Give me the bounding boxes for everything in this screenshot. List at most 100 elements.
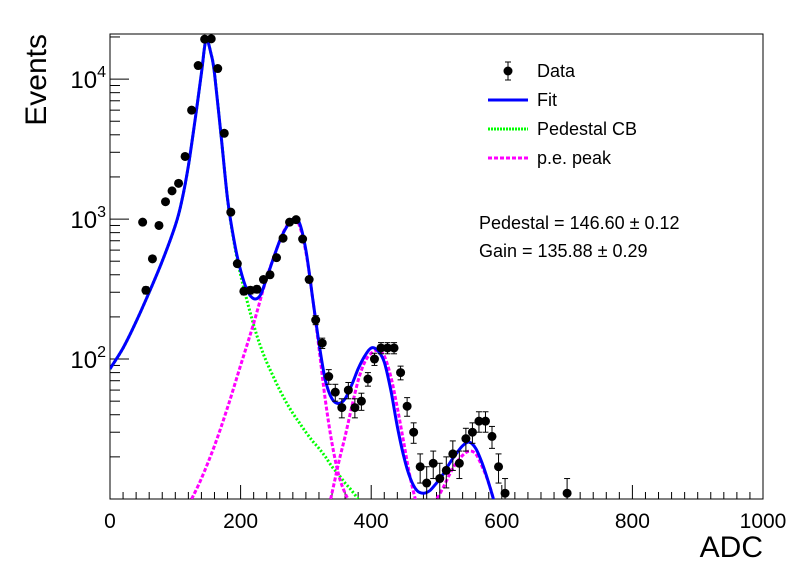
data-point — [350, 398, 360, 419]
data-point — [278, 233, 288, 243]
legend-entry-pe-peak: p.e. peak — [488, 148, 612, 168]
legend: Data Fit Pedestal CB p.e. peak — [488, 61, 637, 168]
data-point-marker — [138, 217, 148, 227]
annotation-pedestal: Pedestal = 146.60 ± 0.12 — [479, 213, 680, 233]
data-point-marker — [461, 434, 471, 444]
data-point-marker — [337, 403, 347, 413]
data-point — [317, 337, 327, 349]
data-point — [232, 259, 242, 269]
data-point — [219, 128, 229, 138]
data-point-marker — [154, 220, 164, 230]
data-point-marker — [206, 34, 216, 44]
data-point — [291, 215, 301, 225]
data-point — [213, 64, 223, 74]
data-point — [369, 352, 379, 366]
data-point-marker — [474, 416, 484, 426]
data-point — [147, 254, 157, 264]
data-point — [141, 285, 151, 295]
x-tick-label: 0 — [104, 510, 116, 533]
data-point — [376, 342, 386, 355]
data-point-marker — [494, 462, 504, 472]
data-point — [415, 453, 425, 484]
curve-p-e-peak-2 — [329, 348, 417, 499]
x-tick-label: 200 — [223, 510, 258, 533]
curve-pedestal-cb — [110, 38, 360, 499]
curve-fit — [110, 38, 495, 499]
data-point — [448, 440, 458, 471]
data-point — [494, 453, 504, 484]
data-point — [258, 275, 268, 285]
data-point-marker — [324, 372, 334, 382]
plot-frame — [109, 33, 764, 500]
data-point — [363, 372, 373, 387]
data-point-marker — [272, 253, 282, 263]
data-point — [324, 369, 334, 385]
data-point — [474, 411, 484, 433]
data-point-marker — [167, 186, 177, 196]
data-point-marker — [435, 474, 445, 484]
data-point-marker — [219, 128, 229, 138]
y-tick-label: 103 — [70, 204, 106, 234]
data-point-marker — [363, 374, 373, 384]
data-point — [330, 383, 340, 402]
data-point — [500, 478, 510, 499]
data-point-marker — [402, 401, 412, 411]
data-point — [226, 207, 236, 217]
data-point — [409, 422, 419, 444]
legend-data-marker — [503, 66, 513, 76]
data-point — [138, 217, 148, 227]
data-point-marker — [369, 354, 379, 364]
x-tick-label: 600 — [484, 510, 519, 533]
data-point — [487, 425, 497, 449]
data-point-marker — [383, 343, 393, 353]
data-point — [193, 61, 203, 71]
y-tick-label: 104 — [70, 64, 106, 94]
data-point-marker — [480, 416, 490, 426]
data-point-marker — [200, 34, 210, 44]
data-point-marker — [376, 343, 386, 353]
data-point-marker — [562, 488, 572, 498]
data-point-marker — [291, 215, 301, 225]
data-point — [167, 186, 177, 196]
data-point — [187, 105, 197, 115]
y-axis-title: Events — [20, 34, 53, 126]
data-point-marker — [487, 431, 497, 441]
data-point — [441, 456, 451, 489]
data-point — [161, 197, 171, 207]
data-point-marker — [265, 270, 275, 280]
legend-entry-fit: Fit — [488, 90, 557, 110]
data-point-marker — [409, 427, 419, 437]
data-point — [435, 462, 445, 499]
data-point-marker — [356, 396, 366, 406]
data-point — [562, 478, 572, 499]
data-point — [180, 151, 190, 161]
data-point-marker — [500, 488, 510, 498]
data-point-marker — [330, 387, 340, 397]
data-point-marker — [141, 285, 151, 295]
data-point-marker — [389, 343, 399, 353]
legend-label-fit: Fit — [537, 90, 557, 110]
curve-p-e-peak-1 — [190, 217, 350, 499]
data-point-marker — [278, 233, 288, 243]
data-point-marker — [350, 403, 360, 413]
data-point-marker — [448, 449, 458, 459]
data-point — [356, 392, 366, 411]
data-point-marker — [232, 259, 242, 269]
x-tick-label: 800 — [615, 510, 650, 533]
data-point — [265, 270, 275, 280]
data-point-marker — [252, 284, 262, 294]
data-point-marker — [454, 458, 464, 468]
data-point — [154, 220, 164, 230]
x-tick-label: 1000 — [740, 510, 787, 533]
x-axis: 0 200 400 600 800 1000 — [104, 485, 786, 533]
data-point-marker — [343, 385, 353, 395]
fit-curves — [110, 38, 496, 499]
y-tick-label: 102 — [70, 344, 106, 374]
data-point-marker — [226, 207, 236, 217]
legend-label-data: Data — [537, 61, 576, 81]
data-point — [389, 342, 399, 355]
data-point — [480, 411, 490, 433]
data-point-marker — [317, 338, 327, 348]
annotation-gain: Gain = 135.88 ± 0.29 — [479, 241, 648, 261]
